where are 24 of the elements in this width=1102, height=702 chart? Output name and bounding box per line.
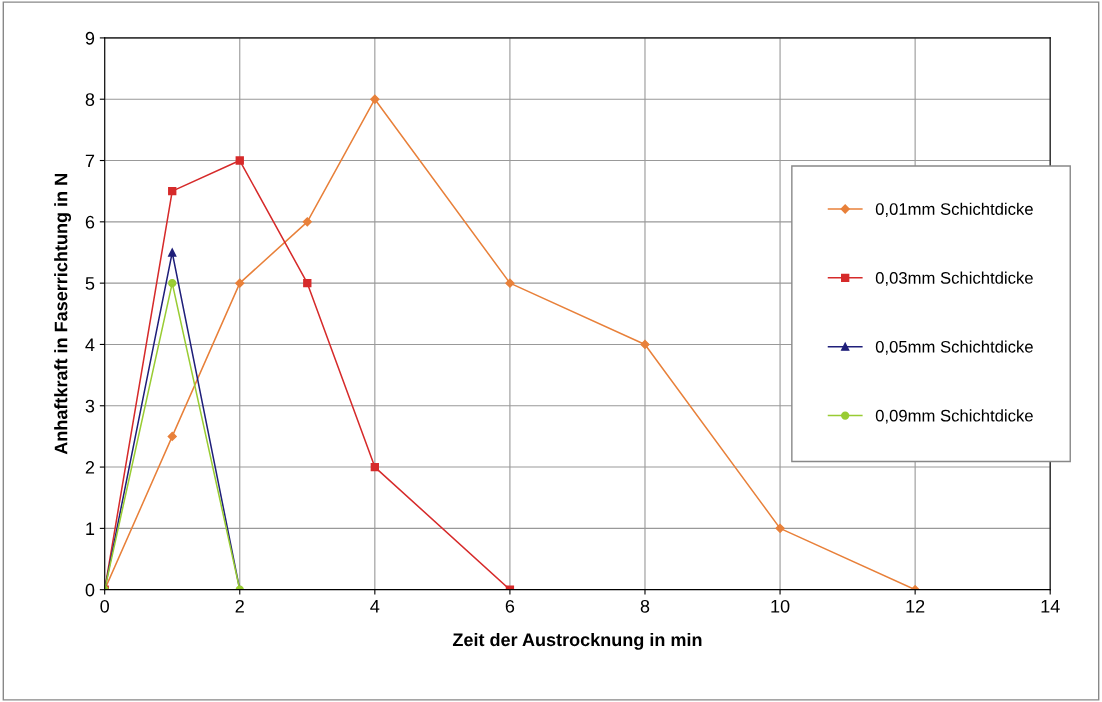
x-tick-label: 8 bbox=[640, 599, 650, 613]
y-tick-label: 7 bbox=[85, 154, 95, 168]
y-tick-label: 0 bbox=[85, 583, 95, 597]
x-tick-label: 0 bbox=[100, 599, 109, 613]
x-tick-label: 4 bbox=[370, 600, 380, 613]
x-tick-label: 10 bbox=[771, 599, 790, 613]
y-axis-title: Anhaftkraft in Faserrichtung in N bbox=[54, 174, 72, 455]
x-tick-label: 14 bbox=[1041, 600, 1060, 613]
y-tick-label: 6 bbox=[85, 215, 95, 229]
legend-label: 0,01mm Schichtdicke bbox=[875, 202, 1033, 217]
y-tick-label: 2 bbox=[85, 461, 95, 474]
y-tick-label: 4 bbox=[85, 338, 95, 351]
y-tick-label: 1 bbox=[86, 522, 95, 535]
legend-label: 0,03mm Schichtdicke bbox=[875, 271, 1033, 286]
y-tick-label: 9 bbox=[85, 31, 95, 45]
x-tick-label: 12 bbox=[906, 599, 925, 613]
y-tick-label: 5 bbox=[85, 277, 95, 290]
x-axis-title: Zeit der Austrocknung in min bbox=[452, 632, 702, 650]
legend-label: 0,09mm Schichtdicke bbox=[875, 409, 1033, 424]
y-tick-label: 3 bbox=[85, 399, 95, 413]
legend-label: 0,05mm Schichtdicke bbox=[875, 340, 1033, 355]
x-tick-label: 6 bbox=[505, 599, 515, 613]
y-tick-label: 8 bbox=[85, 93, 95, 106]
x-tick-label: 2 bbox=[235, 599, 244, 613]
